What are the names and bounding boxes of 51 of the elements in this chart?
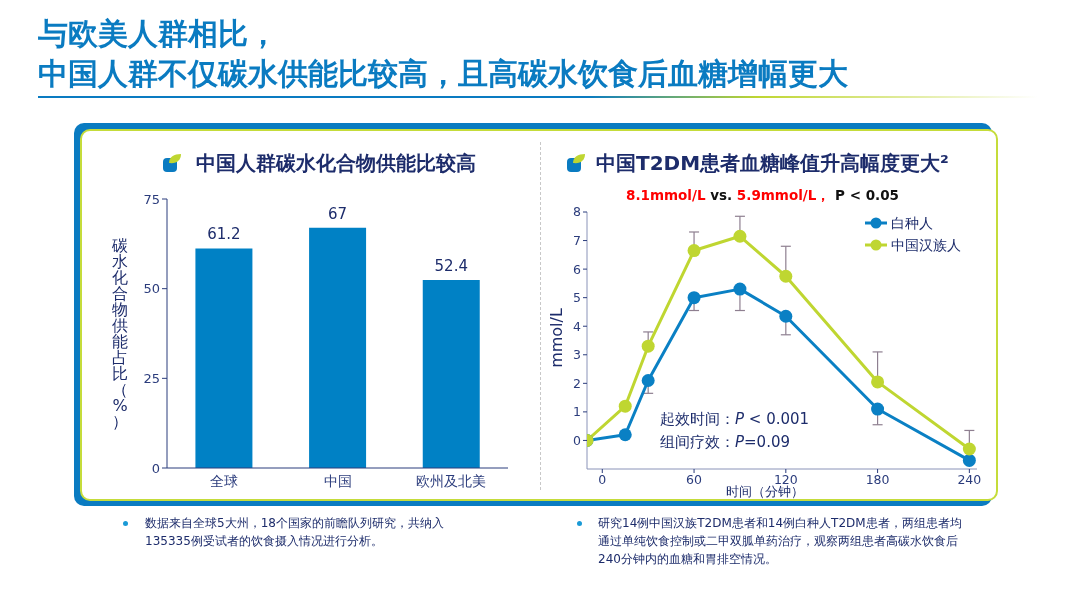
annotation: 组间疗效：P=0.09 — [660, 433, 791, 451]
y-tick-label: 6 — [573, 261, 582, 277]
x-tick-label: 0 — [598, 471, 607, 487]
text: 研究14例中国汉族T2DM患者和14例白种人T2DM患者，两组患者均通过单纯饮食控制或二甲双胍单药治疗，观察两组患者高碳水饮食后240分钟内的血糖和胃排空情况。 — [598, 515, 963, 568]
chart-title: 中国T2DM患者血糖峰值升高幅度更大² — [596, 150, 949, 176]
annotation: 起效时间：P < 0.001 — [660, 410, 810, 428]
x-axis-title: 时间（分钟） — [726, 484, 804, 499]
x-tick-label: 欧州及北美 — [416, 472, 487, 489]
y-tick-label: 75 — [143, 191, 160, 207]
point — [618, 399, 632, 413]
point — [733, 229, 747, 243]
chart-title: 中国人群碳水化合物供能比较高 — [196, 150, 476, 176]
point — [962, 442, 976, 456]
x-tick-label: 180 — [865, 471, 890, 487]
data-label: 67 — [328, 204, 348, 223]
y-tick-label: 0 — [573, 432, 582, 448]
text: 数据来自全球5大州，18个国家的前瞻队列研究，共纳入135335例受试者的饮食摄入情况进行分析。 — [145, 515, 445, 550]
point — [871, 375, 885, 389]
text: 与欧美人群相比， — [38, 15, 278, 53]
point — [641, 339, 655, 353]
x-tick-label: 全球 — [209, 472, 238, 489]
point — [962, 453, 976, 467]
y-tick-label: 3 — [573, 347, 581, 363]
y-tick-label: 0 — [151, 460, 160, 476]
chart-subtitle: 8.1mmol/L vs. 5.9mmol/L， P < 0.05 — [626, 187, 899, 203]
data-label: 61.2 — [207, 225, 241, 244]
y-tick-label: 5 — [573, 290, 581, 306]
text: 碳水化合物供能占比（%） — [112, 236, 128, 431]
text: 中国人群不仅碳水供能比较高，且高碳水饮食后血糖增幅更大 — [38, 55, 848, 93]
y-tick-label: 8 — [573, 204, 582, 220]
point — [871, 402, 885, 416]
point — [641, 373, 655, 387]
y-tick-label: 2 — [573, 375, 581, 391]
y-axis-title: mmol/L — [547, 308, 566, 368]
y-tick-label: 50 — [143, 281, 160, 297]
y-tick-label: 25 — [143, 370, 160, 386]
y-tick-label: 7 — [573, 232, 581, 248]
legend-label: 白种人 — [891, 214, 933, 232]
point — [779, 309, 793, 323]
point — [733, 282, 747, 296]
point — [779, 269, 793, 283]
legend-label: 中国汉族人 — [891, 236, 961, 254]
y-tick-label: 4 — [573, 318, 582, 334]
x-tick-label: 240 — [957, 471, 982, 487]
x-tick-label: 60 — [686, 471, 703, 487]
point — [618, 428, 632, 442]
data-label: 52.4 — [434, 257, 468, 276]
x-tick-label: 中国 — [323, 472, 352, 489]
point — [687, 291, 701, 305]
point — [687, 244, 701, 258]
y-tick-label: 1 — [573, 404, 581, 420]
